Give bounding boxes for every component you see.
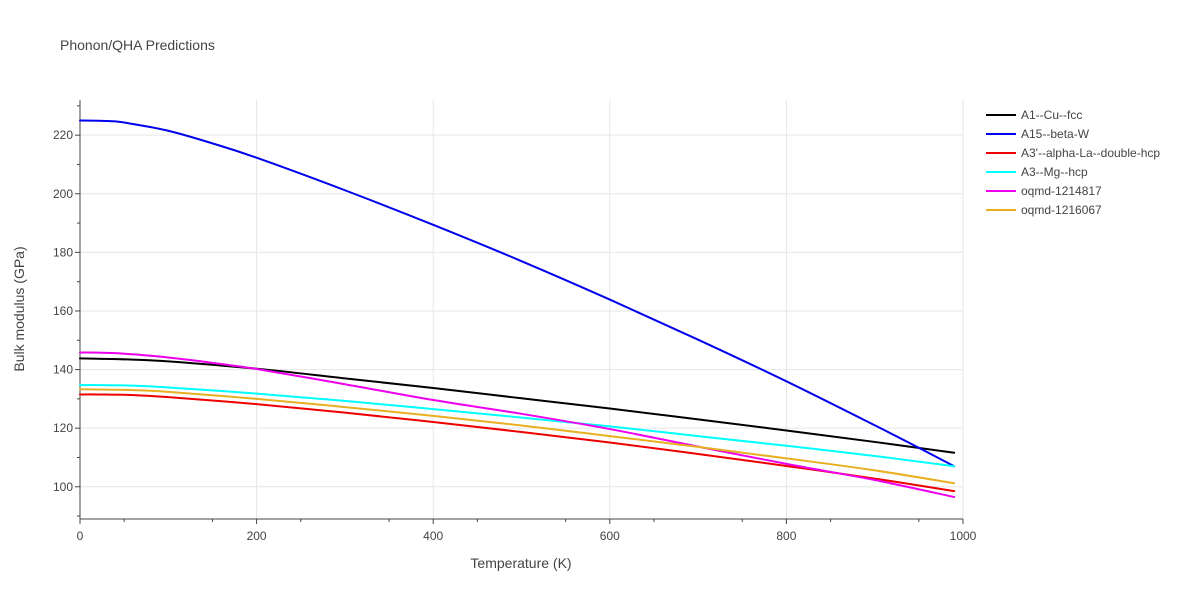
y-axis-label: Bulk modulus (GPa) xyxy=(11,246,27,371)
legend-item-label: A3--Mg--hcp xyxy=(1021,165,1088,179)
x-tick-label: 0 xyxy=(77,529,84,543)
series-line-3 xyxy=(79,384,956,468)
y-tick-label: 140 xyxy=(53,363,73,377)
legend-item-label: oqmd-1216067 xyxy=(1021,203,1102,217)
x-tick-label: 800 xyxy=(776,529,796,543)
y-tick-label: 120 xyxy=(53,421,73,435)
legend-item-label: oqmd-1214817 xyxy=(1021,184,1102,198)
series-line-4 xyxy=(79,351,956,499)
y-tick-label: 160 xyxy=(53,304,73,318)
x-tick-label: 600 xyxy=(600,529,620,543)
legend-item-label: A1--Cu--fcc xyxy=(1021,108,1082,122)
chart-title: Phonon/QHA Predictions xyxy=(60,37,215,53)
axes: 0 200 400 600 800 1000 100 120 140 160 180 200 220 xyxy=(53,100,977,543)
y-tick-label: 200 xyxy=(53,187,73,201)
x-axis-label: Temperature (K) xyxy=(470,555,571,571)
x-tick-label: 200 xyxy=(247,529,267,543)
x-tick-label: 400 xyxy=(423,529,443,543)
series-line-2 xyxy=(79,393,956,493)
grid xyxy=(80,100,964,519)
plot-area xyxy=(79,119,956,499)
series-line-0 xyxy=(79,357,956,454)
series-line-1 xyxy=(79,119,956,468)
x-tick-label: 1000 xyxy=(950,529,977,543)
y-tick-label: 220 xyxy=(53,128,73,142)
series-line-5 xyxy=(79,388,956,485)
y-tick-label: 180 xyxy=(53,245,73,259)
legend-item-label: A3'--alpha-La--double-hcp xyxy=(1021,146,1160,160)
y-tick-label: 100 xyxy=(53,480,73,494)
legend: A1--Cu--fcc A15--beta-W A3'--alpha-La--dou… xyxy=(986,108,1160,217)
legend-item-label: A15--beta-W xyxy=(1021,127,1090,141)
